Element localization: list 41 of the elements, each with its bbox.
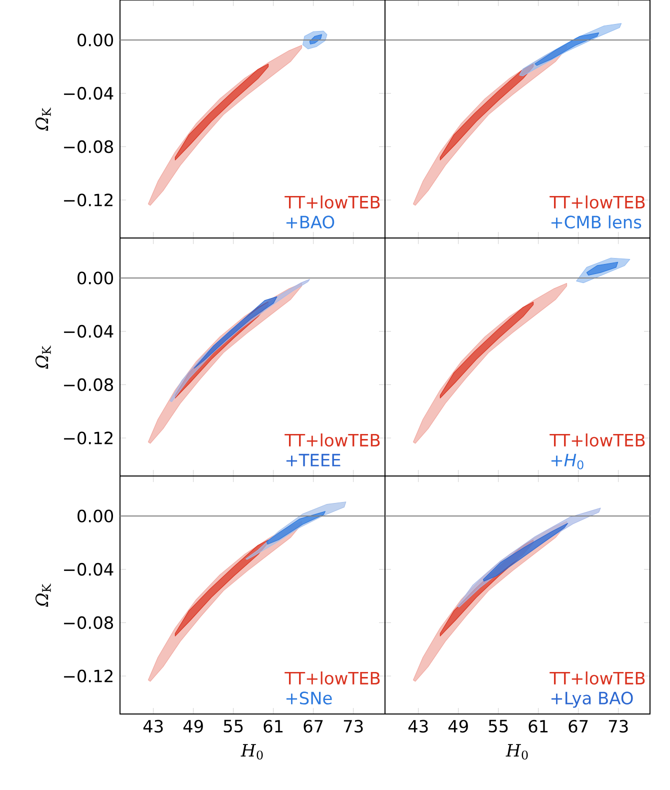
text: +TEEE [286, 454, 340, 466]
y-tick-label: −0.08 [64, 140, 113, 154]
x-tick-label: 55 [224, 720, 243, 732]
y-tick-label: −0.12 [64, 670, 112, 682]
y-tick-label: −0.08 [64, 378, 113, 392]
y-tick-label: −0.04 [64, 86, 114, 100]
x-tick-label: 55 [488, 720, 508, 732]
x-axis-title: H$_{0}$ [240, 744, 263, 760]
x-tick-label: 43 [143, 720, 163, 733]
x-tick-label: 67 [304, 720, 323, 733]
y-tick-label: −0.12 [64, 432, 112, 444]
y-tick-label: −0.04 [64, 324, 114, 338]
y-tick-label: 0.00 [78, 272, 114, 284]
x-tick-label: 67 [568, 720, 588, 733]
text: +SNe [286, 692, 332, 704]
x-tick-label: 49 [448, 720, 468, 733]
y-axis-title: Ω$_{K}$ [35, 584, 51, 607]
x-tick-label: 73 [608, 720, 628, 733]
x-axis-title: H$_{0}$ [506, 744, 528, 760]
x-tick-label: 61 [528, 720, 548, 733]
text: +Lya BAO [551, 692, 633, 708]
text: TT+lowTEB [550, 433, 645, 447]
text: TT+lowTEB [284, 195, 380, 209]
x-tick-label: 43 [408, 720, 428, 733]
text: +H$_{0}$ [551, 454, 584, 470]
y-axis-title: Ω$_{K}$ [35, 108, 51, 131]
y-tick-label: −0.12 [64, 194, 112, 206]
text: TT+lowTEB [284, 671, 380, 685]
text: TT+lowTEB [550, 671, 645, 685]
text: TT+lowTEB [550, 195, 645, 209]
y-axis-title: Ω$_{K}$ [35, 346, 51, 369]
text: TT+lowTEB [284, 433, 380, 447]
y-tick-label: −0.08 [64, 616, 113, 630]
text: +CMB lens [551, 215, 642, 228]
x-tick-label: 49 [183, 720, 203, 733]
y-tick-label: 0.00 [78, 34, 114, 46]
y-tick-label: −0.04 [64, 562, 114, 576]
x-tick-label: 61 [264, 720, 283, 733]
x-tick-label: 73 [344, 720, 363, 733]
y-tick-label: 0.00 [78, 510, 114, 522]
text: +BAO [286, 216, 334, 228]
